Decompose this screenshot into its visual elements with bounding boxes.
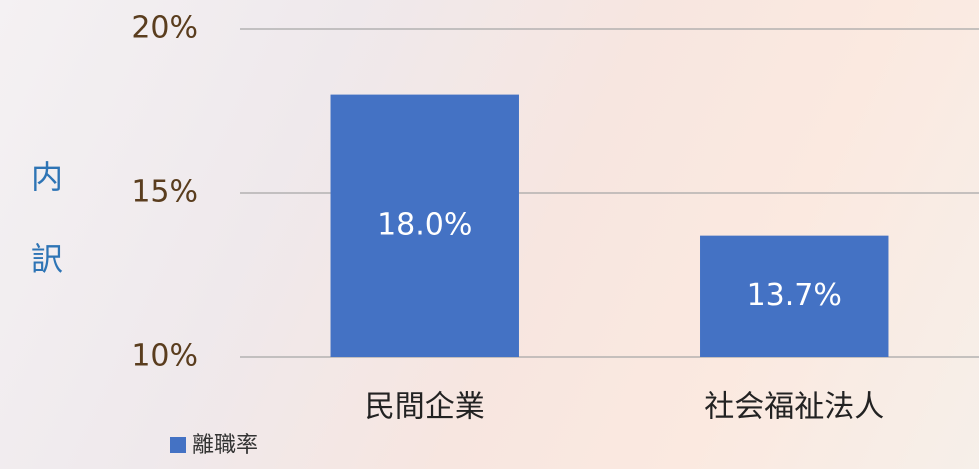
data-label: 18.0% (377, 207, 472, 242)
legend-swatch (170, 437, 186, 453)
y-tick-label: 20% (131, 11, 198, 46)
y-tick-label: 10% (131, 339, 198, 374)
chart: 10% 15% 20% 民間企業 18.0% 社会福祉法人 13.7% 離職率 (0, 0, 979, 469)
x-tick-label: 民間企業 (365, 390, 485, 425)
y-tick-label: 15% (131, 175, 198, 210)
x-tick-label: 社会福祉法人 (704, 390, 884, 425)
data-label: 13.7% (747, 278, 842, 313)
legend-label: 離職率 (192, 433, 258, 458)
page: {"chart_data": {"type": "bar", "y_label"… (0, 0, 979, 469)
